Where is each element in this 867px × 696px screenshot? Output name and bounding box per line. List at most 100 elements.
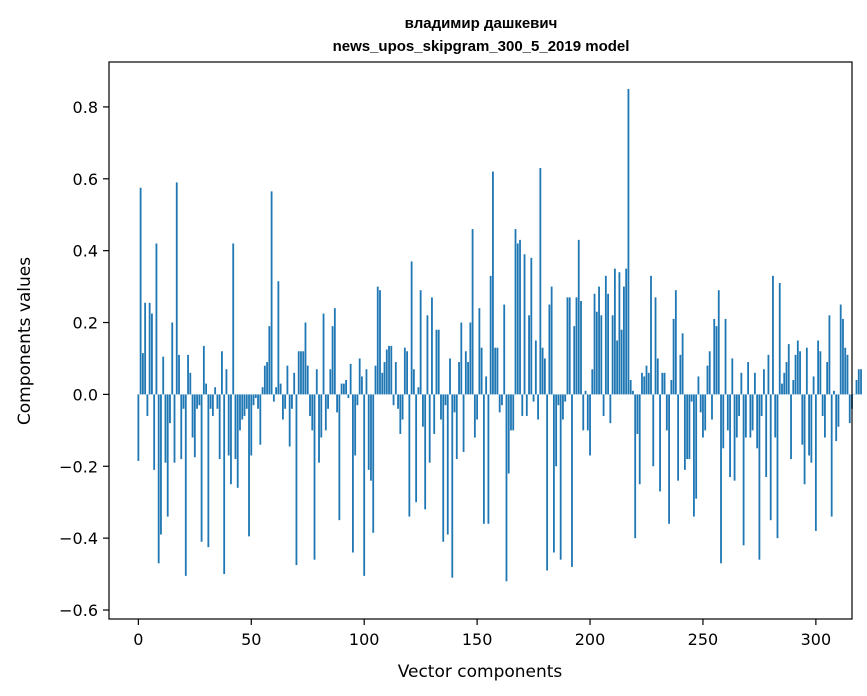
bar-119	[406, 351, 409, 395]
bar-132	[435, 329, 438, 395]
bar-307	[830, 394, 833, 517]
bar-12	[164, 394, 167, 463]
bar-86	[331, 326, 334, 395]
bar-217	[627, 88, 630, 395]
bar-129	[428, 394, 431, 463]
bar-235	[668, 394, 670, 524]
bar-72	[300, 351, 302, 395]
bar-287	[785, 362, 788, 395]
bar-253	[708, 351, 711, 395]
bar-110	[385, 349, 388, 395]
y-tick-label-3: 0.0	[73, 385, 98, 404]
bar-213	[618, 272, 621, 395]
bar-247	[695, 394, 698, 499]
bar-165	[510, 394, 512, 431]
bar-261	[726, 394, 729, 431]
bar-78	[313, 394, 316, 560]
bar-87	[333, 308, 336, 395]
x-tick-label-250: 250	[688, 630, 719, 649]
y-axis-label: Components values	[15, 257, 35, 425]
bar-291	[794, 354, 797, 395]
bar-302	[819, 351, 822, 395]
y-tick-label-2: −0.2	[59, 457, 98, 476]
bar-150	[476, 394, 479, 420]
bar-260	[724, 318, 727, 395]
bar-4	[146, 394, 149, 416]
bar-10	[160, 394, 162, 535]
bar-5	[148, 302, 151, 395]
bar-88	[336, 394, 338, 413]
bar-45	[239, 394, 241, 431]
bar-95	[352, 394, 354, 553]
bar-156	[489, 275, 492, 395]
bar-300	[814, 394, 817, 531]
bar-189	[564, 394, 567, 402]
bar-23	[189, 372, 192, 395]
bar-117	[401, 394, 404, 420]
bar-224	[643, 376, 646, 395]
bar-137	[446, 394, 449, 535]
bar-22	[187, 354, 189, 395]
bar-105	[374, 365, 377, 395]
bar-126	[422, 394, 424, 427]
bar-174	[530, 257, 533, 395]
bar-108	[381, 372, 384, 395]
bar-106	[376, 286, 379, 395]
chart-subtitle: news_upos_skipgram_300_5_2019 model	[333, 38, 630, 55]
bar-187	[559, 394, 562, 560]
plot-frame	[108, 61, 853, 620]
bar-163	[505, 394, 508, 582]
bar-206	[602, 394, 605, 416]
bar-270	[747, 362, 750, 395]
bar-24	[191, 394, 194, 438]
bar-251	[704, 394, 707, 431]
bar-229	[654, 297, 657, 395]
bar-82	[322, 313, 325, 395]
bar-96	[354, 394, 357, 456]
bar-285	[781, 383, 783, 395]
bar-124	[417, 387, 420, 395]
bar-40	[227, 394, 230, 456]
bar-18	[178, 354, 180, 395]
bar-245	[690, 394, 693, 402]
bar-274	[756, 394, 759, 449]
bar-219	[632, 390, 634, 395]
bar-89	[338, 394, 341, 521]
bar-205	[600, 315, 603, 395]
bar-241	[681, 333, 684, 395]
bar-162	[503, 304, 506, 395]
bar-64	[281, 394, 284, 420]
bar-47	[243, 394, 246, 416]
bar-238	[674, 290, 677, 395]
bar-66	[286, 365, 289, 395]
bar-273	[753, 372, 756, 395]
bar-114	[394, 362, 397, 395]
bar-52	[254, 394, 257, 398]
bar-230	[656, 358, 659, 395]
bar-39	[225, 369, 228, 395]
bar-0	[137, 394, 140, 461]
bar-200	[589, 394, 591, 456]
bar-85	[329, 369, 332, 395]
x-axis-label: Vector components	[398, 662, 563, 682]
bar-320	[860, 369, 862, 395]
bar-79	[315, 369, 318, 395]
bar-314	[846, 354, 849, 395]
bar-141	[455, 394, 458, 460]
bar-203	[595, 311, 598, 395]
bar-271	[749, 394, 752, 438]
bar-225	[645, 365, 648, 395]
bar-221	[636, 394, 639, 434]
bar-122	[412, 369, 415, 395]
bar-298	[810, 394, 813, 463]
bar-25	[193, 394, 196, 458]
bar-195	[577, 239, 580, 395]
bar-71	[297, 351, 300, 395]
bar-312	[842, 318, 844, 395]
bar-250	[702, 394, 704, 438]
bar-182	[548, 304, 551, 395]
bar-43	[234, 394, 237, 460]
bar-77	[311, 394, 314, 431]
bar-305	[826, 362, 829, 395]
bar-111	[388, 345, 390, 395]
